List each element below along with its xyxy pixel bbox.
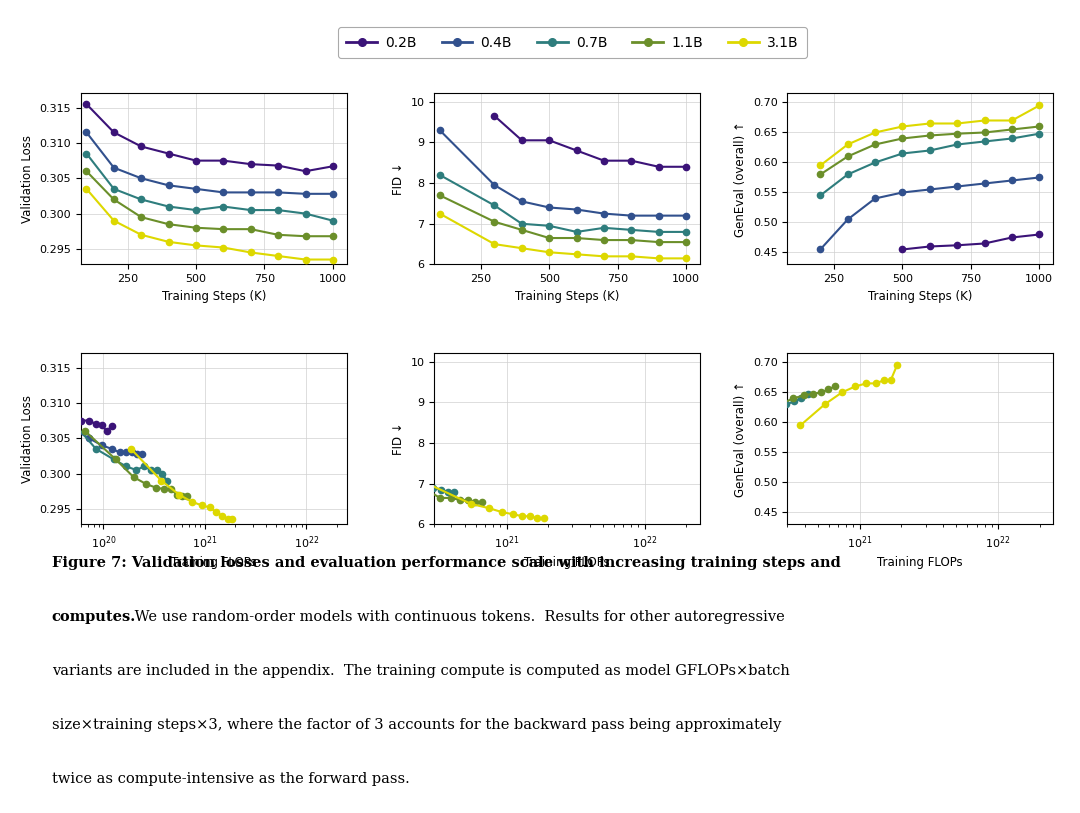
Y-axis label: FID ↓: FID ↓ (392, 423, 405, 455)
X-axis label: Training Steps (K): Training Steps (K) (515, 289, 619, 302)
Legend: 0.2B, 0.4B, 0.7B, 1.1B, 3.1B: 0.2B, 0.4B, 0.7B, 1.1B, 3.1B (338, 28, 807, 58)
Text: variants are included in the appendix.  The training compute is computed as mode: variants are included in the appendix. T… (52, 663, 789, 678)
Y-axis label: Validation Loss: Validation Loss (21, 395, 33, 483)
X-axis label: Training FLOPs: Training FLOPs (171, 556, 257, 569)
Text: computes.: computes. (52, 610, 136, 624)
X-axis label: Training FLOPs: Training FLOPs (877, 556, 963, 569)
Text: Figure 7: Validation losses and evaluation performance scale with increasing tra: Figure 7: Validation losses and evaluati… (52, 556, 840, 570)
X-axis label: Training Steps (K): Training Steps (K) (162, 289, 266, 302)
Text: twice as compute-intensive as the forward pass.: twice as compute-intensive as the forwar… (52, 772, 409, 785)
Y-axis label: GenEval (overall) ↑: GenEval (overall) ↑ (734, 381, 747, 497)
Text: We use random-order models with continuous tokens.  Results for other autoregres: We use random-order models with continuo… (130, 610, 784, 624)
Text: size×training steps×3, where the factor of 3 accounts for the backward pass bein: size×training steps×3, where the factor … (52, 718, 781, 732)
Y-axis label: Validation Loss: Validation Loss (21, 135, 33, 223)
Y-axis label: FID ↓: FID ↓ (392, 163, 405, 195)
X-axis label: Training FLOPs: Training FLOPs (524, 556, 610, 569)
Y-axis label: GenEval (overall) ↑: GenEval (overall) ↑ (734, 121, 747, 237)
X-axis label: Training Steps (K): Training Steps (K) (868, 289, 972, 302)
